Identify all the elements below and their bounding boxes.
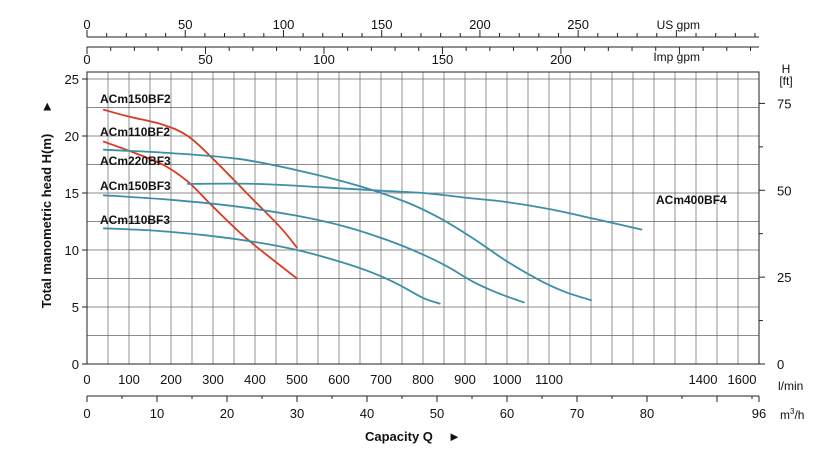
ft-unit-bottom: [ft] — [779, 74, 792, 88]
m3h-tick-label: 60 — [500, 406, 514, 421]
y-tick-label: 25 — [65, 72, 79, 87]
usgpm-tick-label: 0 — [83, 17, 90, 32]
curve-acm400bf4 — [186, 182, 643, 231]
impgpm-tick-label: 50 — [198, 52, 212, 67]
m3h-tick-label: 50 — [430, 406, 444, 421]
usgpm-unit: US gpm — [657, 18, 700, 32]
lmin-tick-label: 900 — [454, 372, 476, 387]
curve-acm220bf3 — [102, 148, 592, 302]
lmin-tick-label: 1000 — [493, 372, 522, 387]
impgpm-tick-label: 100 — [313, 52, 335, 67]
m3h-tick-label: 96 — [752, 406, 766, 421]
ft-tick-label: 50 — [777, 183, 791, 198]
series-label-acm110bf2: ACm110BF2 — [100, 125, 170, 139]
series-label-acm150bf2: ACm150BF2 — [100, 92, 171, 106]
y-axis-title-group: Total manometric head H(m) ► — [39, 100, 54, 308]
m3h-tick-label: 80 — [640, 406, 654, 421]
lmin-unit: l/min — [778, 379, 803, 393]
m3h-tick-label: 40 — [360, 406, 374, 421]
series-label-acm150bf3: ACm150BF3 — [100, 179, 171, 193]
lmin-tick-label: 600 — [328, 372, 350, 387]
m3h-tick-label: 30 — [290, 406, 304, 421]
lmin-tick-label: 0 — [83, 372, 90, 387]
m3h-tick-label: 70 — [570, 406, 584, 421]
usgpm-tick-label: 100 — [273, 17, 295, 32]
lmin-tick-label: 700 — [370, 372, 392, 387]
m3h-tick-label: 20 — [220, 406, 234, 421]
lmin-tick-label: 200 — [160, 372, 182, 387]
y-tick-label: 15 — [65, 186, 79, 201]
m3h-unit: m3/h — [780, 407, 804, 422]
lmin-tick-label: 800 — [412, 372, 434, 387]
impgpm-tick-label: 150 — [432, 52, 454, 67]
plot-border — [86, 71, 760, 365]
series-label-acm110bf3: ACm110BF3 — [100, 213, 170, 227]
lmin-tick-label: 400 — [244, 372, 266, 387]
y-tick-label: 10 — [65, 243, 79, 258]
curves — [102, 108, 643, 305]
usgpm-tick-label: 250 — [567, 17, 589, 32]
y-tick-label: 5 — [72, 300, 79, 315]
m3h-tick-label: 0 — [83, 406, 90, 421]
lmin-tick-label: 1600 — [728, 372, 757, 387]
impgpm-tick-label: 200 — [550, 52, 572, 67]
impgpm-unit: Imp gpm — [653, 50, 700, 64]
plot-frame — [86, 71, 760, 365]
lmin-tick-label: 1100 — [535, 372, 563, 387]
curve-acm110bf3 — [102, 227, 441, 305]
series-label-acm220bf3: ACm220BF3 — [100, 154, 171, 168]
y-axis-title: Total manometric head H(m) — [39, 134, 54, 309]
lmin-tick-label: 300 — [202, 372, 224, 387]
curve-acm150bf3 — [102, 194, 525, 304]
curve-acm150bf2 — [102, 108, 298, 249]
lmin-tick-label: 100 — [118, 372, 140, 387]
y-axis-arrow: ► — [39, 100, 54, 113]
usgpm-tick-label: 50 — [178, 17, 192, 32]
x-axis-title: Capacity Q — [365, 429, 433, 444]
usgpm-tick-label: 200 — [469, 17, 491, 32]
m3h-tick-label: 10 — [150, 406, 164, 421]
ft-tick-label: 25 — [777, 270, 791, 285]
impgpm-tick-label: 0 — [83, 52, 90, 67]
usgpm-tick-label: 150 — [371, 17, 393, 32]
ft-unit-top: H — [782, 62, 791, 76]
lmin-tick-label: 1400 — [689, 372, 718, 387]
series-label-acm400bf4: ACm400BF4 — [656, 193, 727, 207]
lmin-tick-label: 500 — [286, 372, 308, 387]
grid — [87, 72, 759, 364]
y-tick-label: 0 — [72, 357, 79, 372]
x-axis-arrow: ► — [448, 429, 461, 444]
y-tick-label: 20 — [65, 129, 79, 144]
ft-tick-label: 75 — [777, 96, 791, 111]
ft-tick-label: 0 — [777, 357, 784, 372]
